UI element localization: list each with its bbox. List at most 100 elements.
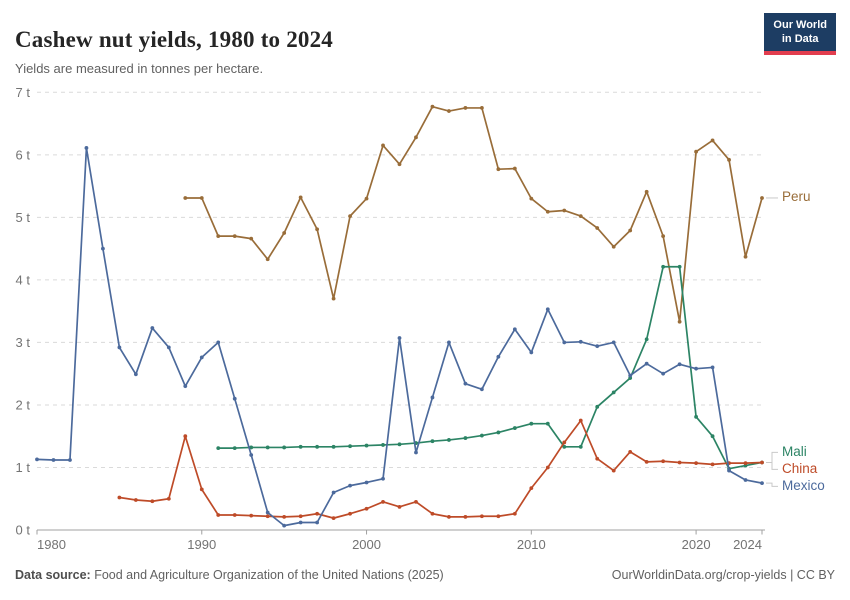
data-point-mexico[interactable] [166, 345, 171, 350]
legend-label-peru[interactable]: Peru [782, 189, 811, 205]
data-point-mexico[interactable] [710, 365, 715, 370]
data-point-mali[interactable] [397, 442, 402, 447]
data-point-peru[interactable] [545, 209, 550, 214]
data-point-mexico[interactable] [265, 510, 270, 515]
data-point-china[interactable] [414, 499, 418, 504]
data-point-china[interactable] [694, 461, 698, 465]
data-point-peru[interactable] [760, 196, 764, 200]
data-point-peru[interactable] [529, 196, 534, 201]
data-point-peru[interactable] [644, 189, 649, 194]
data-point-china[interactable] [232, 513, 237, 517]
data-point-mali[interactable] [512, 426, 517, 430]
data-point-peru[interactable] [611, 244, 616, 249]
data-point-peru[interactable] [331, 296, 336, 301]
data-point-mali[interactable] [232, 446, 237, 450]
data-point-peru[interactable] [743, 254, 748, 259]
data-point-mexico[interactable] [117, 345, 122, 350]
data-point-mali[interactable] [529, 421, 534, 426]
data-point-peru[interactable] [348, 214, 352, 219]
data-point-mexico[interactable] [545, 307, 550, 312]
data-point-china[interactable] [562, 440, 567, 445]
data-point-peru[interactable] [430, 104, 435, 109]
data-point-china[interactable] [117, 495, 122, 500]
data-point-peru[interactable] [479, 106, 484, 110]
data-point-mexico[interactable] [348, 483, 352, 488]
data-point-peru[interactable] [381, 143, 385, 148]
legend-label-mali[interactable]: Mali [782, 443, 807, 459]
data-point-peru[interactable] [282, 231, 287, 235]
data-point-peru[interactable] [463, 106, 468, 110]
data-point-china[interactable] [348, 511, 352, 516]
data-point-china[interactable] [743, 461, 748, 465]
data-point-mexico[interactable] [447, 340, 451, 345]
data-point-china[interactable] [545, 465, 550, 470]
data-point-mexico[interactable] [595, 344, 600, 349]
data-point-mexico[interactable] [529, 350, 534, 355]
data-point-mexico[interactable] [133, 372, 138, 377]
data-point-mali[interactable] [298, 444, 303, 449]
data-point-mexico[interactable] [101, 246, 105, 251]
data-point-mexico[interactable] [479, 387, 484, 392]
data-point-mali[interactable] [249, 445, 254, 450]
data-point-mexico[interactable] [216, 340, 221, 345]
data-point-china[interactable] [216, 513, 221, 517]
data-point-peru[interactable] [578, 214, 583, 219]
data-point-china[interactable] [183, 434, 188, 439]
data-point-mexico[interactable] [727, 468, 731, 473]
data-point-peru[interactable] [694, 149, 698, 154]
data-point-mali[interactable] [463, 436, 468, 440]
data-point-mexico[interactable] [51, 458, 56, 462]
data-point-china[interactable] [628, 449, 633, 454]
data-point-mali[interactable] [216, 446, 221, 450]
data-point-peru[interactable] [315, 227, 320, 232]
data-point-china[interactable] [463, 514, 468, 519]
data-point-mali[interactable] [496, 430, 501, 435]
data-point-china[interactable] [199, 487, 204, 492]
data-point-mexico[interactable] [249, 453, 254, 457]
data-point-peru[interactable] [595, 226, 600, 230]
data-point-mexico[interactable] [397, 336, 402, 340]
data-point-china[interactable] [430, 511, 435, 516]
data-point-china[interactable] [496, 514, 501, 519]
data-point-mexico[interactable] [512, 327, 517, 332]
data-point-china[interactable] [661, 459, 666, 464]
data-point-mali[interactable] [677, 264, 682, 269]
data-point-peru[interactable] [628, 228, 633, 233]
data-point-mexico[interactable] [463, 381, 468, 386]
legend-label-china[interactable]: China [782, 460, 818, 476]
data-point-mali[interactable] [364, 443, 369, 448]
data-point-mexico[interactable] [743, 478, 748, 482]
data-point-mexico[interactable] [35, 457, 39, 462]
data-point-mexico[interactable] [364, 480, 369, 485]
data-point-mali[interactable] [694, 414, 698, 419]
data-point-mexico[interactable] [644, 361, 649, 366]
data-point-china[interactable] [381, 499, 385, 504]
data-point-mexico[interactable] [331, 490, 336, 495]
data-point-mali[interactable] [282, 445, 287, 450]
data-point-mexico[interactable] [661, 371, 666, 376]
data-point-china[interactable] [760, 460, 764, 465]
data-point-mexico[interactable] [298, 520, 303, 525]
data-point-mexico[interactable] [760, 481, 764, 486]
data-point-peru[interactable] [496, 167, 501, 172]
data-point-peru[interactable] [265, 257, 270, 262]
data-point-mexico[interactable] [84, 146, 89, 150]
data-point-peru[interactable] [677, 319, 682, 324]
data-point-mexico[interactable] [430, 395, 435, 400]
data-point-mexico[interactable] [232, 396, 237, 401]
data-point-china[interactable] [512, 511, 517, 516]
data-point-mali[interactable] [430, 439, 435, 444]
data-point-china[interactable] [677, 460, 682, 465]
owid-link[interactable]: OurWorldinData.org/crop-yields | CC BY [611, 568, 835, 582]
data-point-peru[interactable] [447, 109, 451, 113]
data-point-china[interactable] [249, 513, 254, 518]
data-point-mali[interactable] [578, 444, 583, 449]
data-point-mali[interactable] [265, 445, 270, 450]
data-point-china[interactable] [133, 498, 138, 502]
data-point-mali[interactable] [661, 264, 666, 269]
data-point-mexico[interactable] [578, 339, 583, 344]
data-point-peru[interactable] [199, 196, 204, 200]
legend-label-mexico[interactable]: Mexico [782, 477, 825, 493]
data-point-mexico[interactable] [611, 340, 616, 345]
